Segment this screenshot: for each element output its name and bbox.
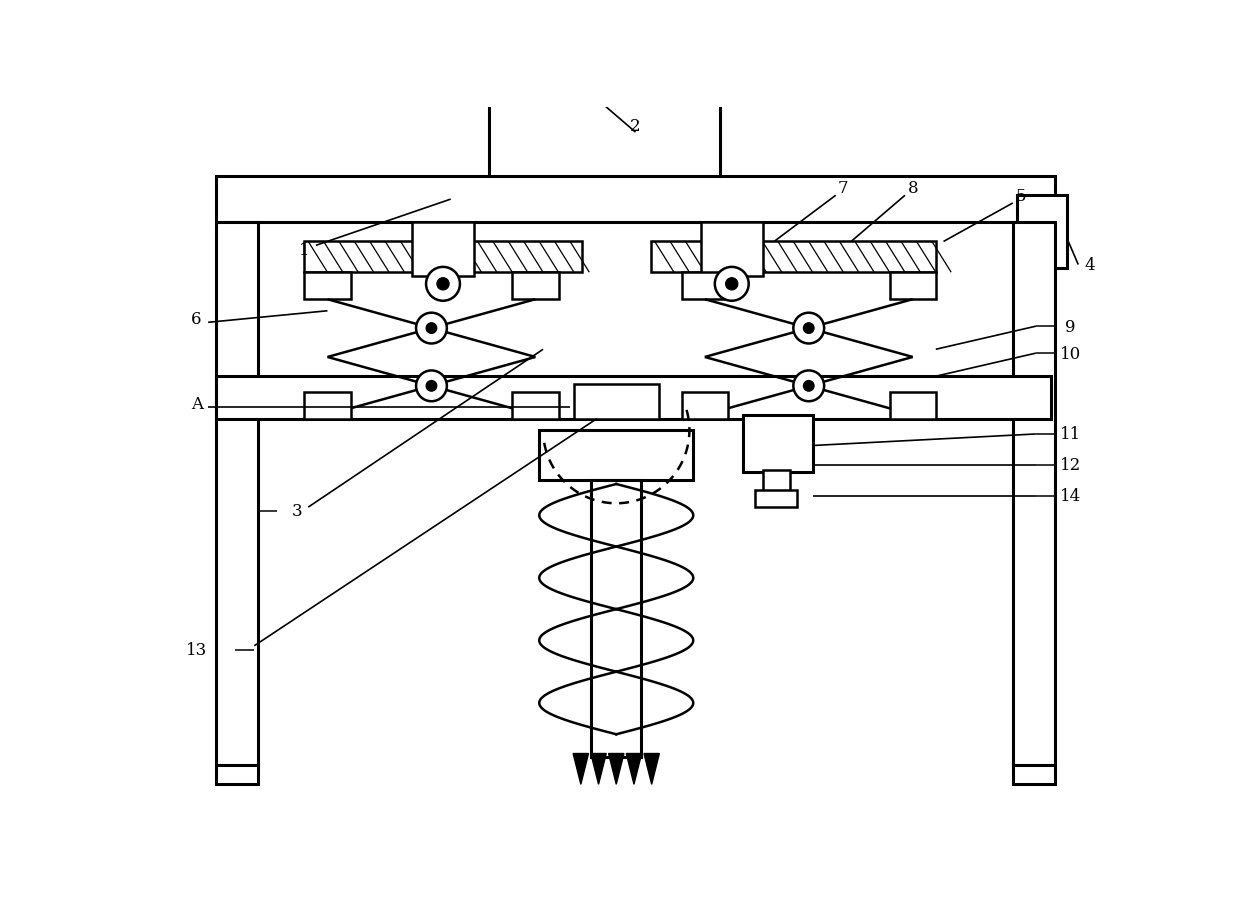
Circle shape	[427, 323, 436, 334]
Circle shape	[417, 371, 446, 402]
Text: 7: 7	[838, 180, 848, 197]
Polygon shape	[609, 754, 624, 785]
Polygon shape	[644, 754, 660, 785]
Bar	[889, 273, 936, 300]
Bar	[304, 242, 582, 273]
Text: 14: 14	[1060, 488, 1081, 505]
Circle shape	[804, 323, 815, 334]
Bar	[682, 273, 728, 300]
Text: 12: 12	[1060, 457, 1081, 474]
Circle shape	[794, 371, 825, 402]
Circle shape	[436, 278, 449, 291]
Bar	[539, 431, 693, 480]
Polygon shape	[590, 754, 606, 785]
Circle shape	[427, 267, 460, 302]
Bar	[216, 765, 258, 785]
Text: 11: 11	[1060, 426, 1081, 443]
Bar	[889, 392, 936, 419]
Bar	[591, 480, 641, 758]
Bar	[1013, 765, 1055, 785]
Circle shape	[427, 381, 436, 392]
Text: 1: 1	[299, 241, 310, 258]
Text: 10: 10	[1060, 345, 1081, 362]
Bar	[490, 100, 720, 177]
Bar	[1017, 196, 1066, 269]
Bar	[412, 223, 474, 277]
Text: A: A	[191, 396, 202, 412]
Text: 2: 2	[630, 118, 641, 135]
Text: 9: 9	[1065, 318, 1076, 335]
Circle shape	[714, 267, 749, 302]
Text: 4: 4	[1085, 256, 1095, 274]
Bar	[1013, 223, 1055, 765]
Text: 8: 8	[908, 180, 918, 197]
Text: 5: 5	[1016, 188, 1025, 205]
Bar	[216, 223, 258, 765]
Text: 13: 13	[186, 641, 207, 658]
Circle shape	[794, 313, 825, 344]
Bar	[216, 177, 1055, 223]
Bar	[512, 392, 558, 419]
Polygon shape	[626, 754, 641, 785]
Bar	[304, 392, 351, 419]
Bar	[304, 273, 351, 300]
Bar	[755, 490, 797, 507]
Circle shape	[804, 381, 815, 392]
Bar	[216, 377, 1052, 419]
Text: 6: 6	[191, 311, 202, 328]
Bar	[651, 242, 936, 273]
Circle shape	[725, 278, 738, 291]
Polygon shape	[573, 754, 589, 785]
Bar	[701, 223, 763, 277]
Bar	[763, 470, 790, 492]
Text: 3: 3	[291, 503, 303, 520]
Bar	[743, 415, 812, 473]
Bar	[512, 273, 558, 300]
Bar	[682, 392, 728, 419]
Circle shape	[417, 313, 446, 344]
Bar	[574, 385, 658, 419]
